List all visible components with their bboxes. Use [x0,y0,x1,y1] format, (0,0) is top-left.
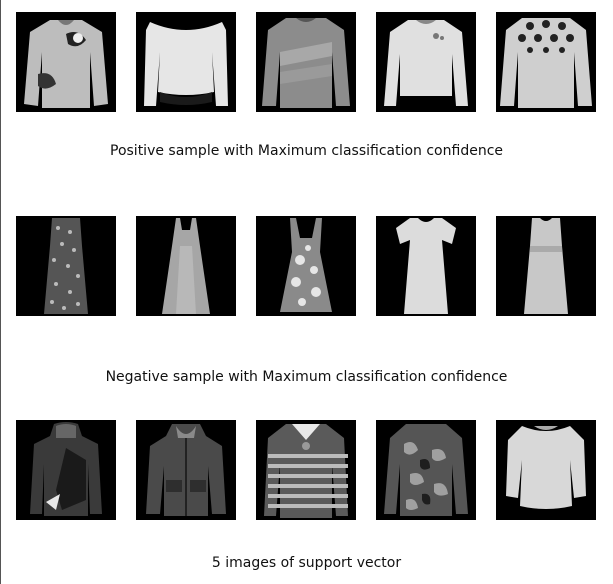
negative-samples-row [16,216,596,316]
floral-dress-icon [256,216,356,316]
positive-caption: Positive sample with Maximum classificat… [110,143,503,159]
camo-jacket-icon [376,420,476,520]
support-vector-caption: 5 images of support vector [211,555,402,571]
dark-hoodie-icon [136,420,236,520]
sleeveless-dress-icon [496,216,596,316]
knit-pullover-icon [256,12,356,112]
short-sleeve-dress-icon [376,216,476,316]
hooded-jacket-icon [16,420,116,520]
slip-dress-icon [136,216,236,316]
plain-pullover-icon [376,12,476,112]
striped-sweater-icon [256,420,356,520]
long-sleeve-top-icon [136,12,236,112]
negative-caption: Negative sample with Maximum classificat… [105,369,508,385]
positive-samples-row [16,12,596,112]
sequin-dress-icon [16,216,116,316]
loose-top-icon [496,420,596,520]
left-border [0,0,1,584]
patterned-sweater-icon [496,12,596,112]
support-vector-row [16,420,596,520]
pullover-print-icon [16,12,116,112]
